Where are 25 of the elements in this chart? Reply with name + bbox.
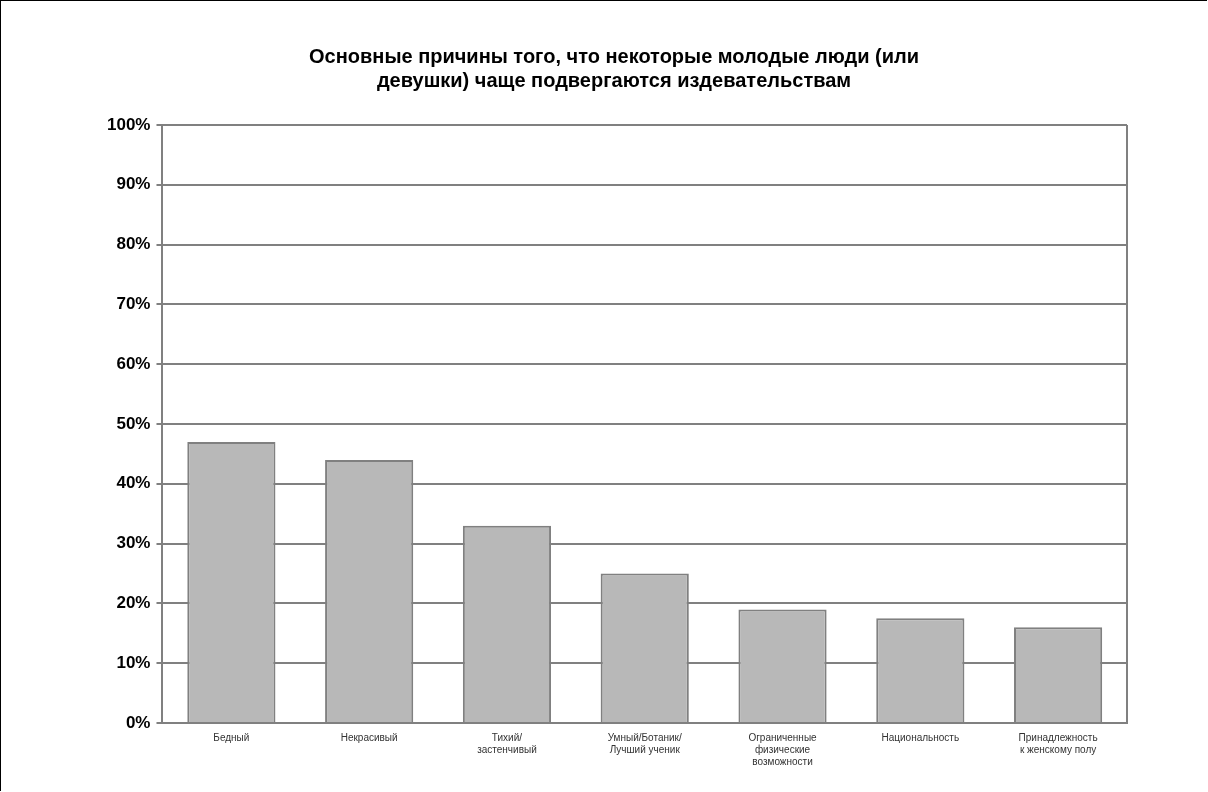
- y-tick-label: 0%: [125, 712, 151, 732]
- category-label: Тихий/: [491, 731, 523, 743]
- category-label: Ограниченные: [748, 731, 817, 743]
- y-tick-label: 20%: [116, 593, 151, 613]
- y-tick-label: 10%: [116, 652, 151, 672]
- category-label: к женскому полу: [1019, 743, 1097, 755]
- category-label: застенчивый: [477, 743, 537, 755]
- y-tick-label: 100%: [107, 114, 151, 134]
- y-tick-label: 80%: [116, 234, 151, 254]
- text: девушки) чаще подвергаются издевательствам: [376, 68, 852, 91]
- category-label: Бедный: [213, 731, 250, 743]
- y-tick-label: 40%: [116, 473, 151, 493]
- y-tick-label: 50%: [116, 413, 151, 433]
- category-label: возможности: [752, 755, 813, 767]
- category-label: Национальность: [881, 731, 960, 743]
- y-tick-label: 90%: [116, 174, 151, 194]
- text: Основные причины того, что некоторые молодые люди (или: [309, 44, 919, 67]
- y-tick-label: 30%: [116, 533, 151, 553]
- category-label: Принадлежность: [1018, 731, 1098, 743]
- y-tick-label: 70%: [116, 294, 151, 314]
- category-label: Лучший ученик: [609, 743, 680, 755]
- category-label: Некрасивый: [340, 731, 398, 743]
- y-tick-label: 60%: [116, 353, 151, 373]
- category-label: Умный/Ботаник/: [607, 731, 682, 743]
- category-label: физические: [754, 743, 811, 755]
